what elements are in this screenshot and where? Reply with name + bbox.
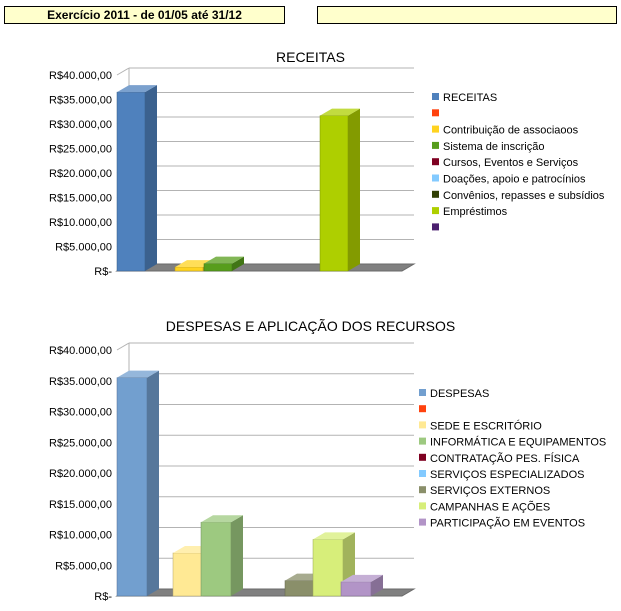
expenses-chart-title: DESPESAS E APLICAÇÃO DOS RECURSOS (165, 318, 456, 334)
revenue-bar-top (117, 85, 157, 93)
expenses-legend-label: SEDE E ESCRITÓRIO (430, 419, 542, 432)
revenue-legend-label: Convênios, repasses e subsídios (443, 190, 605, 202)
revenue-bar-front (319, 115, 349, 272)
revenue-bar-front (116, 91, 146, 272)
expenses-y-tick-label: R$- (94, 591, 112, 603)
revenue-bar-top (320, 108, 360, 116)
revenue-floor (115, 263, 416, 272)
revenue-legend-swatch (432, 174, 439, 182)
highlighted-empty-cell (317, 6, 617, 24)
revenue-y-tick-label: R$10.000,00 (49, 217, 112, 229)
expenses-legend-label: SERVIÇOS EXTERNOS (430, 485, 550, 497)
revenue-y-tick-label: R$25.000,00 (49, 144, 112, 156)
expenses-bar-side (147, 370, 159, 596)
expenses-legend-label: INFORMÁTICA E EQUIPAMENTOS (430, 436, 606, 449)
expenses-y-tick-label: R$15.000,00 (49, 499, 112, 511)
expenses-gridline-depth (116, 342, 130, 351)
expenses-y-tick-label: R$20.000,00 (49, 468, 112, 480)
revenue-gridline-depth (116, 67, 130, 76)
expenses-y-tick-label: R$30.000,00 (49, 407, 112, 419)
revenue-legend-swatch (432, 93, 439, 100)
expenses-legend-swatch (419, 470, 426, 477)
expenses-bar-top (341, 574, 383, 582)
revenue-legend-label: Cursos, Eventos e Serviços (443, 157, 579, 169)
exercise-period-label: Exercício 2011 - de 01/05 até 31/12 (4, 6, 285, 24)
expenses-legend-label: CAMPANHAS E AÇÕES (430, 500, 550, 513)
expenses-bar-front (284, 580, 316, 597)
revenue-bar-top (204, 256, 244, 264)
revenue-bar-front (203, 263, 233, 272)
revenue-y-tick-label: R$- (94, 266, 112, 278)
expenses-legend-swatch (419, 389, 426, 396)
expenses-bar-top (313, 532, 355, 540)
expenses-legend-swatch (419, 421, 426, 429)
expenses-legend-swatch (419, 518, 426, 526)
revenue-y-tick-label: R$40.000,00 (49, 70, 112, 82)
expenses-legend-label: PARTICIPAÇÃO EM EVENTOS (430, 517, 585, 530)
revenue-legend-swatch (432, 141, 439, 149)
revenue-y-tick-label: R$5.000,00 (55, 242, 112, 254)
revenue-legend-label: Contribuição de associaoos (443, 125, 579, 137)
expenses-legend-swatch (419, 437, 426, 445)
expenses-y-tick-label: R$25.000,00 (49, 437, 112, 449)
revenue-legend-label: RECEITAS (443, 92, 497, 104)
expenses-y-tick-label: R$40.000,00 (49, 345, 112, 357)
revenue-legend-swatch (432, 158, 439, 166)
expenses-legend-swatch (419, 453, 426, 461)
expenses-bar-front (312, 539, 344, 597)
revenue-y-tick-label: R$20.000,00 (49, 168, 112, 180)
revenue-y-tick-label: R$35.000,00 (49, 95, 112, 107)
revenue-chart-title: RECEITAS (276, 49, 345, 65)
expenses-bar-side (371, 574, 383, 596)
expenses-legend-label: CONTRATAÇÃO PES. FÍSICA (430, 452, 580, 465)
revenue-bar-side (232, 256, 244, 271)
revenue-legend-label: Empréstimos (443, 206, 508, 218)
expenses-y-tick-label: R$35.000,00 (49, 376, 112, 388)
revenue-legend-swatch (432, 190, 439, 198)
expenses-legend-swatch (419, 486, 426, 494)
expenses-bar-side (231, 515, 243, 596)
expenses-legend-swatch (419, 405, 426, 413)
revenue-legend-label: Sistema de inscrição (443, 141, 545, 153)
revenue-bar-side (348, 108, 360, 271)
expenses-bar-front (116, 377, 148, 597)
revenue-legend-swatch (432, 223, 439, 231)
expenses-y-tick-label: R$10.000,00 (49, 530, 112, 542)
revenue-bar-side (145, 85, 157, 272)
expenses-bar-front (340, 581, 372, 597)
expenses-legend-label: SERVIÇOS ESPECIALIZADOS (430, 469, 584, 481)
expenses-legend-label: DESPESAS (430, 388, 489, 400)
revenue-legend-label: Doações, apoio e patrocínios (443, 174, 586, 186)
revenue-legend-swatch (432, 125, 439, 133)
revenue-y-tick-label: R$15.000,00 (49, 193, 112, 205)
revenue-legend-swatch (432, 109, 439, 117)
expenses-legend-swatch (419, 502, 426, 510)
revenue-bar-front (174, 266, 204, 272)
expenses-bar-top (117, 370, 159, 378)
expenses-y-tick-label: R$5.000,00 (55, 560, 112, 572)
revenue-y-tick-label: R$30.000,00 (49, 119, 112, 131)
expenses-bar-front (200, 521, 232, 597)
expenses-bar-front (172, 552, 204, 597)
expenses-bar-top (201, 515, 243, 523)
revenue-legend-swatch (432, 207, 439, 215)
